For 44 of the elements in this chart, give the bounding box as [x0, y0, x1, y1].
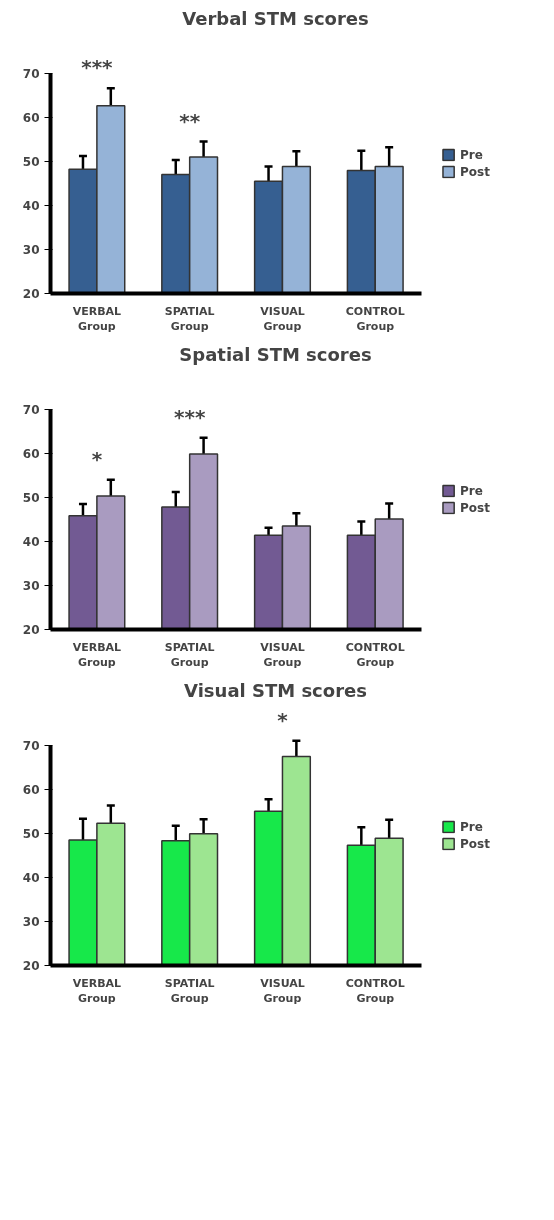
annotation: **: [179, 108, 201, 133]
y-tick-label: 20: [22, 287, 40, 301]
y-tick-label: 50: [22, 826, 40, 841]
x-tick-label: VERBAL Group: [72, 976, 122, 1006]
y-tick-label: 30: [22, 914, 40, 929]
x-tick-label: VISUAL Group: [260, 304, 305, 334]
y-tick-label: 60: [22, 782, 40, 797]
y-tick-label: 70: [22, 66, 40, 81]
legend-label: Pre: [460, 819, 483, 834]
y-tick-label: 40: [22, 870, 40, 885]
legend-label: Post: [460, 836, 490, 851]
annotation: ***: [173, 404, 206, 429]
y-tick-label: 40: [22, 198, 40, 213]
x-tick-label: SPATIAL Group: [164, 976, 215, 1006]
chart-title: Visual STM scores: [184, 679, 367, 701]
y-tick-label: 40: [22, 534, 40, 549]
y-tick-label: 70: [22, 738, 40, 753]
y-tick-label: 30: [22, 242, 40, 257]
x-tick-label: VISUAL Group: [260, 640, 305, 670]
y-tick-label: 20: [22, 623, 40, 637]
y-tick-label: 70: [22, 402, 40, 417]
x-tick-label: SPATIAL Group: [164, 304, 215, 334]
annotation: *: [91, 446, 103, 471]
y-tick-label: 50: [22, 490, 40, 505]
x-tick-label: CONTROL Group: [345, 304, 405, 334]
x-tick-label: VERBAL Group: [72, 304, 122, 334]
y-tick-label: 20: [22, 959, 40, 973]
x-tick-label: VISUAL Group: [260, 976, 305, 1006]
x-tick-label: CONTROL Group: [345, 640, 405, 670]
chart-title: Spatial STM scores: [179, 343, 372, 365]
x-tick-label: SPATIAL Group: [164, 640, 215, 670]
y-tick-label: 50: [22, 154, 40, 169]
chart-title: Verbal STM scores: [182, 7, 369, 29]
legend-label: Post: [460, 500, 490, 515]
y-tick-label: 30: [22, 578, 40, 593]
y-tick-label: 60: [22, 446, 40, 461]
annotation: ***: [81, 55, 114, 80]
legend-label: Pre: [460, 147, 483, 162]
text: *: [277, 707, 289, 732]
legend-label: Pre: [460, 483, 483, 498]
x-tick-label: VERBAL Group: [72, 640, 122, 670]
x-tick-label: CONTROL Group: [345, 976, 405, 1006]
legend-label: Post: [460, 164, 490, 179]
y-tick-label: 60: [22, 110, 40, 125]
